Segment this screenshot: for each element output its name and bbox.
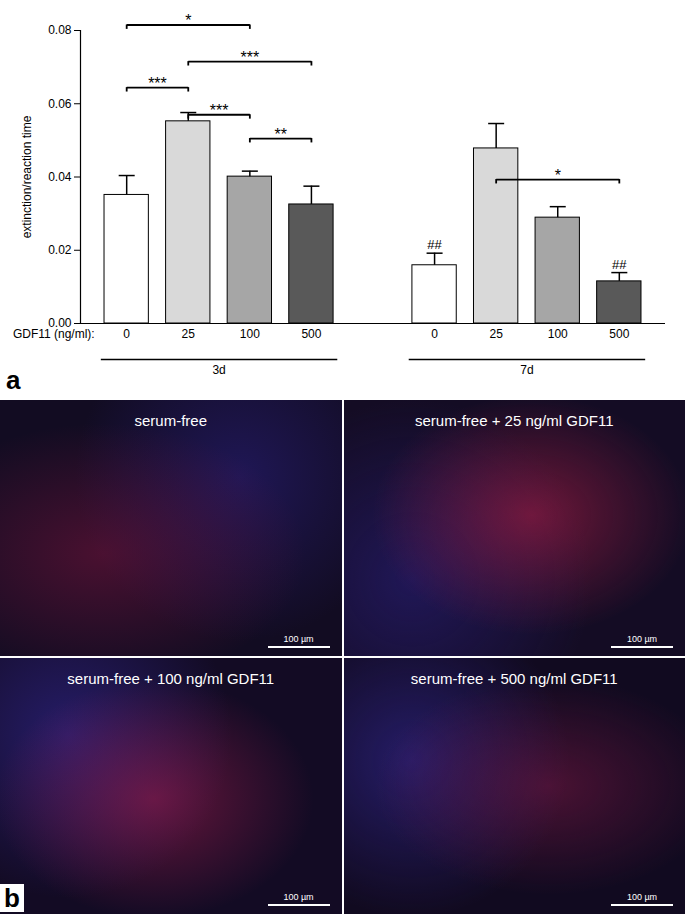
svg-text:*: * — [555, 167, 561, 184]
svg-text:100: 100 — [240, 327, 260, 341]
html-text:100 µm: 100 µm — [283, 634, 314, 644]
svg-text:***: *** — [240, 49, 259, 66]
html-text:100 µm: 100 µm — [626, 634, 658, 644]
svg-text:0.08: 0.08 — [48, 23, 72, 37]
svg-text:***: *** — [148, 75, 167, 92]
html-text:serum-free + 100 ng/ml GDF11: serum-free + 100 ng/ml GDF11 — [67, 670, 275, 687]
html-text:serum-free + 500 ng/ml GDF11: serum-free + 500 ng/ml GDF11 — [410, 670, 618, 687]
svg-text:*: * — [185, 12, 191, 29]
svg-text:25: 25 — [489, 327, 503, 341]
svg-text:##: ## — [612, 257, 627, 272]
svg-text:GDF11 (ng/ml):: GDF11 (ng/ml): — [13, 327, 95, 341]
html-text:b: b — [4, 883, 20, 913]
svg-text:500: 500 — [609, 327, 629, 341]
svg-text:7d: 7d — [520, 363, 533, 377]
svg-text:0.02: 0.02 — [48, 243, 72, 257]
svg-text:3d: 3d — [212, 363, 225, 377]
svg-text:25: 25 — [182, 327, 196, 341]
svg-text:0: 0 — [123, 327, 130, 341]
html-text:serum-free + 25 ng/ml GDF11: serum-free + 25 ng/ml GDF11 — [415, 412, 614, 429]
svg-text:extinction/reaction time: extinction/reaction time — [20, 115, 34, 238]
svg-text:***: *** — [210, 102, 229, 119]
svg-text:0.00: 0.00 — [48, 316, 72, 331]
html-text:100 µm: 100 µm — [626, 892, 658, 902]
svg-text:0.06: 0.06 — [48, 97, 72, 111]
svg-text:100: 100 — [548, 327, 568, 341]
svg-text:0: 0 — [431, 327, 438, 341]
html-text:a: a — [6, 365, 21, 395]
svg-text:0.04: 0.04 — [48, 170, 72, 184]
html-text:100 µm: 100 µm — [283, 892, 314, 902]
svg-text:500: 500 — [301, 327, 321, 341]
svg-text:**: ** — [274, 126, 286, 143]
html-text:serum-free: serum-free — [134, 412, 207, 429]
svg-text:##: ## — [427, 237, 442, 252]
